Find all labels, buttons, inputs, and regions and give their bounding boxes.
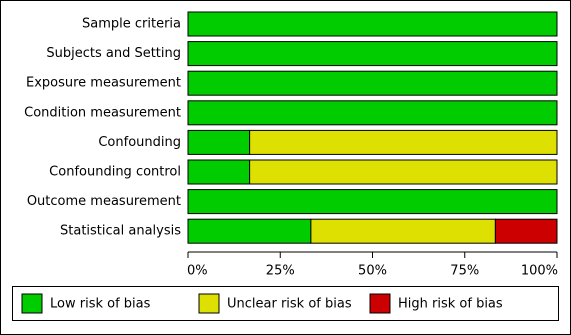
bar-segment bbox=[187, 189, 558, 215]
x-tick-label: 50% bbox=[358, 264, 387, 279]
bar-segment bbox=[494, 218, 558, 244]
bar-segment bbox=[249, 159, 558, 185]
x-tick-label: 100% bbox=[521, 264, 558, 279]
y-tick-label: Outcome measurement bbox=[27, 194, 181, 209]
legend-swatch bbox=[198, 293, 220, 314]
x-tick-label: 75% bbox=[450, 264, 479, 279]
legend-swatch bbox=[369, 293, 391, 314]
y-tick-label: Sample criteria bbox=[82, 17, 181, 32]
x-tick-label: 25% bbox=[266, 264, 295, 279]
y-tick-label: Confounding bbox=[98, 135, 181, 150]
bar-segment bbox=[249, 129, 558, 155]
legend-label: High risk of bias bbox=[398, 297, 503, 312]
y-tick-label: Condition measurement bbox=[24, 105, 181, 120]
y-tick-label: Confounding control bbox=[49, 165, 181, 180]
y-tick-label: Exposure measurement bbox=[26, 76, 181, 91]
bar-segment bbox=[187, 70, 558, 96]
bar-segment bbox=[187, 218, 312, 244]
legend-label: Low risk of bias bbox=[50, 297, 151, 312]
legend-swatch bbox=[21, 293, 43, 314]
bar-segment bbox=[187, 100, 558, 126]
y-tick-label: Statistical analysis bbox=[60, 224, 181, 239]
legend-box bbox=[12, 286, 559, 321]
y-tick-label: Subjects and Setting bbox=[46, 46, 181, 61]
bar-segment bbox=[187, 11, 558, 37]
bar-segment bbox=[187, 159, 251, 185]
bar-segment bbox=[187, 129, 251, 155]
legend-label: Unclear risk of bias bbox=[227, 297, 352, 312]
bar-segment bbox=[310, 218, 496, 244]
x-tick-label: 0% bbox=[187, 264, 208, 279]
bar-segment bbox=[187, 41, 558, 67]
